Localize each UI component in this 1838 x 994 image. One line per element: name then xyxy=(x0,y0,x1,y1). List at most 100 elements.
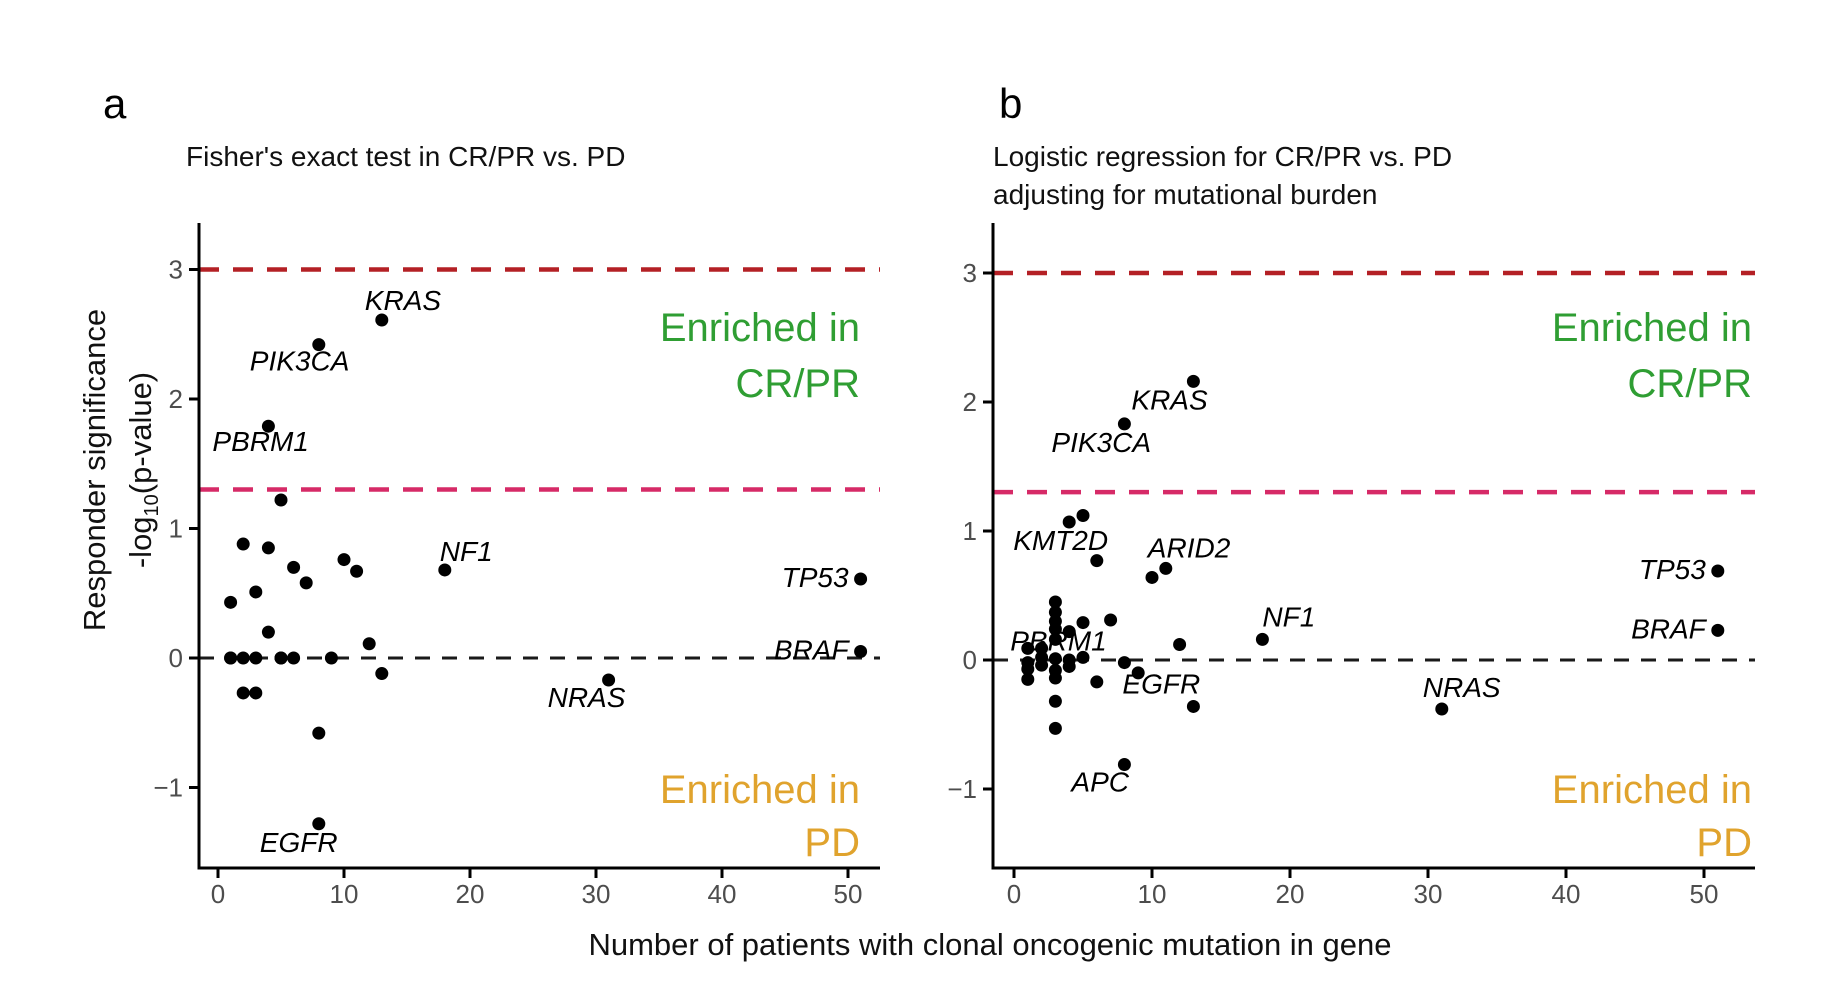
y-tick-label: 0 xyxy=(169,643,183,673)
y-tick-label: 3 xyxy=(169,255,183,285)
x-tick-label: 50 xyxy=(834,879,863,909)
data-point xyxy=(261,625,275,639)
data-point-EGFR xyxy=(1117,656,1131,670)
data-point xyxy=(274,651,288,665)
data-point-TP53 xyxy=(854,572,868,586)
gene-label-KMT2D: KMT2D xyxy=(1013,525,1108,556)
data-point-NRAS xyxy=(1435,702,1449,716)
annotation-lower-right-line1: Enriched in xyxy=(1552,768,1752,812)
y-tick-label: 1 xyxy=(963,516,977,546)
data-point-APC xyxy=(1117,757,1131,771)
data-point xyxy=(287,651,301,665)
gene-label-NRAS: NRAS xyxy=(548,682,626,713)
data-point-KMT2D xyxy=(1062,515,1076,529)
data-point xyxy=(249,651,263,665)
gene-label-EGFR: EGFR xyxy=(260,827,338,858)
data-point xyxy=(249,686,263,700)
data-point xyxy=(1048,622,1062,636)
annotation-upper-right-line2: CR/PR xyxy=(736,362,860,406)
x-tick-label: 30 xyxy=(1414,879,1443,909)
x-tick-label: 50 xyxy=(1690,879,1719,909)
data-point xyxy=(362,637,376,651)
gene-label-KRAS: KRAS xyxy=(1131,384,1208,415)
data-point xyxy=(1048,652,1062,666)
data-point xyxy=(224,595,238,609)
data-point xyxy=(1145,570,1159,584)
data-point-PBRM1 xyxy=(261,419,275,433)
data-point xyxy=(299,576,313,590)
y-tick-label: 0 xyxy=(963,645,977,675)
y-tick-label: −1 xyxy=(947,774,977,804)
panel-title-a: Fisher's exact test in CR/PR vs. PD xyxy=(186,138,625,176)
data-point-KRAS xyxy=(375,313,389,327)
x-tick-label: 10 xyxy=(330,879,359,909)
gene-label-NF1: NF1 xyxy=(1262,601,1315,632)
data-point xyxy=(350,564,364,578)
panel-title-b-line1: Logistic regression for CR/PR vs. PD xyxy=(993,141,1453,172)
data-point xyxy=(1131,666,1145,680)
gene-label-ARID2: ARID2 xyxy=(1146,532,1231,563)
data-point xyxy=(1076,650,1090,664)
data-point-NF1 xyxy=(438,563,452,577)
gene-label-PIK3CA: PIK3CA xyxy=(1051,427,1151,458)
gene-label-BRAF: BRAF xyxy=(1631,613,1708,644)
y-tick-label: 2 xyxy=(963,387,977,417)
data-point xyxy=(1186,699,1200,713)
data-point xyxy=(324,651,338,665)
data-point xyxy=(1048,694,1062,708)
data-point xyxy=(312,726,326,740)
x-tick-label: 20 xyxy=(456,879,485,909)
data-point xyxy=(224,651,238,665)
x-tick-label: 20 xyxy=(1276,879,1305,909)
data-point xyxy=(1076,616,1090,630)
x-tick-label: 40 xyxy=(1552,879,1581,909)
data-point xyxy=(236,686,250,700)
data-point-ARID2 xyxy=(1159,561,1173,575)
data-point-PBRM1 xyxy=(1062,625,1076,639)
data-point xyxy=(375,667,389,681)
data-point xyxy=(261,541,275,555)
annotation-lower-right-line2: PD xyxy=(804,821,860,865)
data-point-NF1 xyxy=(1255,632,1269,646)
annotation-upper-right-line1: Enriched in xyxy=(660,306,860,350)
gene-label-KRAS: KRAS xyxy=(365,285,442,316)
data-point xyxy=(1021,672,1035,686)
data-point xyxy=(1090,554,1104,568)
y-tick-label: 1 xyxy=(169,514,183,544)
data-point-PIK3CA xyxy=(312,338,326,352)
y-axis-label-line2: -log10(p-value) xyxy=(123,371,163,569)
panel-title-b-line2: adjusting for mutational burden xyxy=(993,179,1378,210)
x-tick-label: 0 xyxy=(1007,879,1021,909)
annotation-upper-right-line1: Enriched in xyxy=(1552,306,1752,350)
panel-title-b: Logistic regression for CR/PR vs. PD adj… xyxy=(993,138,1452,214)
data-point xyxy=(1062,659,1076,673)
y-tick-label: 3 xyxy=(963,258,977,288)
x-tick-label: 10 xyxy=(1138,879,1167,909)
y-tick-label: 2 xyxy=(169,384,183,414)
data-point xyxy=(1048,595,1062,609)
data-point xyxy=(1090,675,1104,689)
data-point xyxy=(1035,658,1049,672)
panel-title-a-line1: Fisher's exact test in CR/PR vs. PD xyxy=(186,141,626,172)
data-point-NRAS xyxy=(602,673,616,687)
gene-label-BRAF: BRAF xyxy=(774,635,851,666)
gene-label-APC: APC xyxy=(1069,766,1129,797)
annotation-lower-right-line1: Enriched in xyxy=(660,768,860,812)
data-point xyxy=(274,493,288,507)
data-point xyxy=(1173,638,1187,652)
panel-letter-a: a xyxy=(103,80,127,127)
data-point xyxy=(1048,721,1062,735)
data-point xyxy=(1104,613,1118,627)
x-axis-label: Number of patients with clonal oncogenic… xyxy=(588,927,1392,962)
data-point-KRAS xyxy=(1186,374,1200,388)
gene-label-PIK3CA: PIK3CA xyxy=(250,346,350,377)
gene-label-NF1: NF1 xyxy=(440,536,493,567)
data-point xyxy=(236,651,250,665)
data-point xyxy=(1021,641,1035,655)
data-point xyxy=(1048,605,1062,619)
data-point xyxy=(249,585,263,599)
gene-label-TP53: TP53 xyxy=(782,562,849,593)
